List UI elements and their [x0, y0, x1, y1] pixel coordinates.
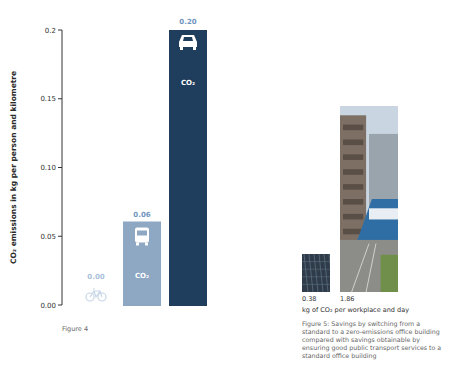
figure-canvas: CO₂ emissions in kg per person and kilom… — [0, 0, 454, 388]
icon-part — [193, 47, 196, 50]
bar — [170, 30, 206, 305]
data-label: 0.00 — [87, 273, 104, 281]
photo-detail — [302, 269, 330, 270]
photo-detail — [381, 255, 398, 292]
y-tick-label: 0.00 — [40, 302, 56, 310]
y-tick — [58, 167, 62, 168]
labels: 0.00 CO₂ 0.06 CO₂ 0.20 — [86, 18, 197, 301]
photo-detail — [343, 199, 363, 205]
y-axis-title: CO₂ emissions in kg per person and kilom… — [9, 71, 18, 264]
icon-part — [180, 47, 183, 50]
bars — [124, 30, 206, 305]
y-tick-label: 0.05 — [40, 233, 56, 241]
icon-part — [90, 289, 102, 297]
photo-detail — [369, 208, 398, 219]
photo-detail — [302, 276, 330, 277]
photo-detail — [343, 154, 363, 160]
icon-part — [179, 35, 197, 47]
axis-title: kg of CO₂ per workplace and day — [302, 306, 409, 314]
photo-detail — [352, 244, 376, 292]
icon-part — [137, 231, 147, 236]
y-tick — [58, 236, 62, 237]
photo-bar — [340, 106, 398, 292]
bar — [340, 106, 398, 292]
photo-detail — [314, 254, 318, 292]
caption-line: standard office building — [302, 352, 376, 360]
photo-detail — [343, 214, 363, 220]
data-label: 0.20 — [179, 18, 196, 26]
vehicle-icon — [179, 35, 197, 50]
vehicle-icon — [86, 289, 106, 301]
y-tick — [58, 305, 62, 306]
icon-part — [136, 243, 139, 246]
bar — [78, 304, 114, 306]
photo-detail — [340, 240, 398, 292]
icon-part — [183, 37, 193, 41]
photo-detail — [343, 125, 363, 131]
data-label: 1.86 — [340, 295, 354, 303]
y-tick-label: 0.15 — [40, 95, 56, 103]
photo-detail — [357, 199, 398, 240]
data-label: 0.06 — [133, 211, 150, 219]
y-tick-label: 0.2 — [45, 27, 56, 35]
caption-line: standard to a zero-emissions office buil… — [302, 328, 440, 336]
y-tick-label: 0.10 — [40, 164, 56, 172]
vehicle-icon — [135, 228, 149, 246]
caption-line: compared with savings obtainable by — [302, 336, 420, 344]
photo-detail — [309, 254, 313, 292]
caption: Figure 5: Savings by switching from asta… — [302, 320, 441, 360]
photo-bar — [302, 254, 330, 292]
icon-part — [135, 228, 149, 243]
y-tick — [58, 30, 62, 31]
caption: Figure 4 — [62, 325, 88, 333]
caption-line: ensuring good public transport services … — [302, 344, 441, 352]
icon-part — [145, 243, 148, 246]
photo-detail — [319, 254, 323, 292]
photo-detail — [324, 254, 328, 292]
photo-detail — [343, 169, 363, 175]
photo-detail — [329, 254, 330, 292]
photo-detail — [302, 284, 330, 285]
bar — [302, 254, 330, 292]
photo-detail — [343, 184, 363, 190]
photo-detail — [302, 261, 330, 262]
photo-detail — [304, 254, 308, 292]
caption-line: Figure 5: Savings by switching from a — [302, 320, 420, 328]
bar-annotation: CO₂ — [181, 79, 195, 87]
data-label: 0.38 — [302, 295, 316, 303]
y-tick — [58, 98, 62, 99]
photo-detail — [343, 139, 363, 145]
bar — [124, 223, 160, 306]
bar-annotation: CO₂ — [135, 272, 149, 280]
